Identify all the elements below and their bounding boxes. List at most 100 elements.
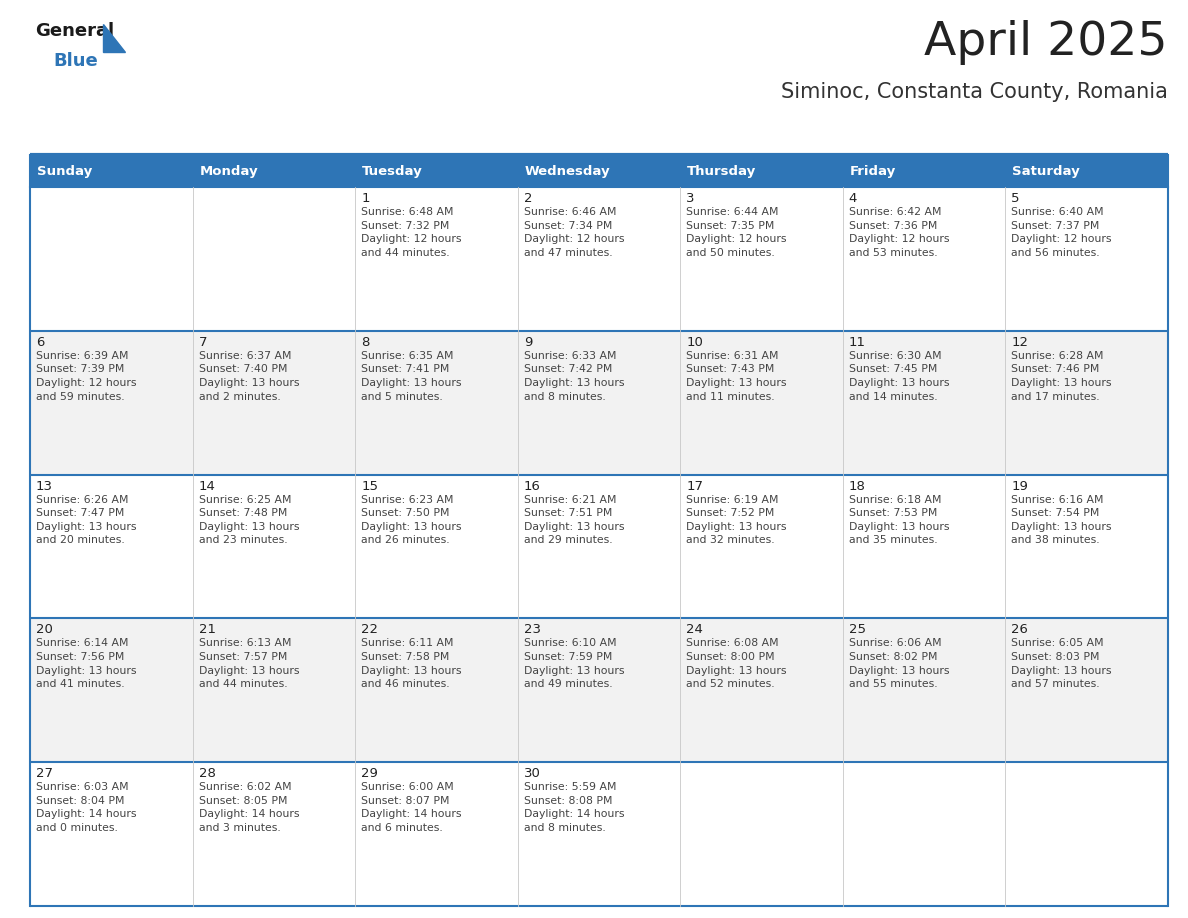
Bar [681,475,842,619]
Text: 10: 10 [687,336,703,349]
Bar [842,762,1005,906]
Bar [1005,330,1168,475]
Text: 2: 2 [524,192,532,205]
Bar [30,187,192,330]
Bar [355,619,518,762]
Bar [681,330,842,475]
Bar [355,475,518,619]
Text: Sunrise: 6:42 AM
Sunset: 7:36 PM
Daylight: 12 hours
and 53 minutes.: Sunrise: 6:42 AM Sunset: 7:36 PM Dayligh… [849,207,949,258]
Text: Sunrise: 6:06 AM
Sunset: 8:02 PM
Daylight: 13 hours
and 55 minutes.: Sunrise: 6:06 AM Sunset: 8:02 PM Dayligh… [849,638,949,689]
Text: 19: 19 [1011,479,1029,493]
Bar [842,155,1005,187]
Text: Sunrise: 6:48 AM
Sunset: 7:32 PM
Daylight: 12 hours
and 44 minutes.: Sunrise: 6:48 AM Sunset: 7:32 PM Dayligh… [361,207,462,258]
Bar [518,619,681,762]
Bar [192,187,355,330]
Text: Sunrise: 6:28 AM
Sunset: 7:46 PM
Daylight: 13 hours
and 17 minutes.: Sunrise: 6:28 AM Sunset: 7:46 PM Dayligh… [1011,351,1112,401]
Text: 14: 14 [198,479,215,493]
Bar [355,762,518,906]
Text: Sunrise: 6:19 AM
Sunset: 7:52 PM
Daylight: 13 hours
and 32 minutes.: Sunrise: 6:19 AM Sunset: 7:52 PM Dayligh… [687,495,786,545]
Bar [355,155,518,187]
Text: 20: 20 [36,623,53,636]
Bar [842,475,1005,619]
Text: 22: 22 [361,623,378,636]
Bar [518,762,681,906]
Bar [30,330,192,475]
Bar [192,762,355,906]
Text: Sunday: Sunday [37,164,93,177]
Text: Sunrise: 6:10 AM
Sunset: 7:59 PM
Daylight: 13 hours
and 49 minutes.: Sunrise: 6:10 AM Sunset: 7:59 PM Dayligh… [524,638,624,689]
Bar [518,187,681,330]
Text: Blue: Blue [53,52,97,70]
Text: 25: 25 [849,623,866,636]
Text: Siminoc, Constanta County, Romania: Siminoc, Constanta County, Romania [782,82,1168,102]
Text: Sunrise: 6:44 AM
Sunset: 7:35 PM
Daylight: 12 hours
and 50 minutes.: Sunrise: 6:44 AM Sunset: 7:35 PM Dayligh… [687,207,786,258]
Text: Sunrise: 6:37 AM
Sunset: 7:40 PM
Daylight: 13 hours
and 2 minutes.: Sunrise: 6:37 AM Sunset: 7:40 PM Dayligh… [198,351,299,401]
Bar [192,330,355,475]
Bar [842,187,1005,330]
Text: Sunrise: 6:40 AM
Sunset: 7:37 PM
Daylight: 12 hours
and 56 minutes.: Sunrise: 6:40 AM Sunset: 7:37 PM Dayligh… [1011,207,1112,258]
Text: Sunrise: 6:30 AM
Sunset: 7:45 PM
Daylight: 13 hours
and 14 minutes.: Sunrise: 6:30 AM Sunset: 7:45 PM Dayligh… [849,351,949,401]
Text: Sunrise: 6:26 AM
Sunset: 7:47 PM
Daylight: 13 hours
and 20 minutes.: Sunrise: 6:26 AM Sunset: 7:47 PM Dayligh… [36,495,137,545]
Text: Sunrise: 6:14 AM
Sunset: 7:56 PM
Daylight: 13 hours
and 41 minutes.: Sunrise: 6:14 AM Sunset: 7:56 PM Dayligh… [36,638,137,689]
Text: Sunrise: 5:59 AM
Sunset: 8:08 PM
Daylight: 14 hours
and 8 minutes.: Sunrise: 5:59 AM Sunset: 8:08 PM Dayligh… [524,782,624,833]
Text: Sunrise: 6:02 AM
Sunset: 8:05 PM
Daylight: 14 hours
and 3 minutes.: Sunrise: 6:02 AM Sunset: 8:05 PM Dayligh… [198,782,299,833]
Text: Sunrise: 6:31 AM
Sunset: 7:43 PM
Daylight: 13 hours
and 11 minutes.: Sunrise: 6:31 AM Sunset: 7:43 PM Dayligh… [687,351,786,401]
Text: Wednesday: Wednesday [525,164,611,177]
Text: Sunrise: 6:00 AM
Sunset: 8:07 PM
Daylight: 14 hours
and 6 minutes.: Sunrise: 6:00 AM Sunset: 8:07 PM Dayligh… [361,782,462,833]
Text: 21: 21 [198,623,215,636]
Text: Saturday: Saturday [1012,164,1080,177]
Text: 30: 30 [524,767,541,780]
Text: Monday: Monday [200,164,258,177]
Text: 27: 27 [36,767,53,780]
Text: 26: 26 [1011,623,1029,636]
Text: 18: 18 [849,479,866,493]
Text: Sunrise: 6:03 AM
Sunset: 8:04 PM
Daylight: 14 hours
and 0 minutes.: Sunrise: 6:03 AM Sunset: 8:04 PM Dayligh… [36,782,137,833]
Bar [30,762,192,906]
Text: 28: 28 [198,767,215,780]
Text: 29: 29 [361,767,378,780]
Text: Sunrise: 6:21 AM
Sunset: 7:51 PM
Daylight: 13 hours
and 29 minutes.: Sunrise: 6:21 AM Sunset: 7:51 PM Dayligh… [524,495,624,545]
Bar [30,155,192,187]
Text: Sunrise: 6:11 AM
Sunset: 7:58 PM
Daylight: 13 hours
and 46 minutes.: Sunrise: 6:11 AM Sunset: 7:58 PM Dayligh… [361,638,462,689]
Bar [1005,619,1168,762]
Bar [518,475,681,619]
Text: Sunrise: 6:35 AM
Sunset: 7:41 PM
Daylight: 13 hours
and 5 minutes.: Sunrise: 6:35 AM Sunset: 7:41 PM Dayligh… [361,351,462,401]
Text: 8: 8 [361,336,369,349]
Bar [1005,475,1168,619]
Polygon shape [103,24,125,52]
Text: Sunrise: 6:18 AM
Sunset: 7:53 PM
Daylight: 13 hours
and 35 minutes.: Sunrise: 6:18 AM Sunset: 7:53 PM Dayligh… [849,495,949,545]
Text: 1: 1 [361,192,369,205]
Text: Sunrise: 6:08 AM
Sunset: 8:00 PM
Daylight: 13 hours
and 52 minutes.: Sunrise: 6:08 AM Sunset: 8:00 PM Dayligh… [687,638,786,689]
Bar [1005,155,1168,187]
Text: April 2025: April 2025 [924,20,1168,65]
Text: Sunrise: 6:16 AM
Sunset: 7:54 PM
Daylight: 13 hours
and 38 minutes.: Sunrise: 6:16 AM Sunset: 7:54 PM Dayligh… [1011,495,1112,545]
Bar [681,619,842,762]
Text: 6: 6 [36,336,44,349]
Bar [681,155,842,187]
Bar [518,155,681,187]
Text: 24: 24 [687,623,703,636]
Text: Sunrise: 6:05 AM
Sunset: 8:03 PM
Daylight: 13 hours
and 57 minutes.: Sunrise: 6:05 AM Sunset: 8:03 PM Dayligh… [1011,638,1112,689]
Bar [192,619,355,762]
Text: Sunrise: 6:46 AM
Sunset: 7:34 PM
Daylight: 12 hours
and 47 minutes.: Sunrise: 6:46 AM Sunset: 7:34 PM Dayligh… [524,207,624,258]
Text: Sunrise: 6:33 AM
Sunset: 7:42 PM
Daylight: 13 hours
and 8 minutes.: Sunrise: 6:33 AM Sunset: 7:42 PM Dayligh… [524,351,624,401]
Text: Thursday: Thursday [688,164,757,177]
Text: 23: 23 [524,623,541,636]
Bar [681,187,842,330]
Text: 17: 17 [687,479,703,493]
Bar [355,187,518,330]
Bar [1005,762,1168,906]
Bar [1005,187,1168,330]
Text: General: General [34,22,114,40]
Text: 9: 9 [524,336,532,349]
Bar [192,475,355,619]
Bar [681,762,842,906]
Text: 12: 12 [1011,336,1029,349]
Text: 5: 5 [1011,192,1020,205]
Bar [30,619,192,762]
Bar [30,475,192,619]
Text: Sunrise: 6:39 AM
Sunset: 7:39 PM
Daylight: 12 hours
and 59 minutes.: Sunrise: 6:39 AM Sunset: 7:39 PM Dayligh… [36,351,137,401]
Text: 7: 7 [198,336,207,349]
Text: Sunrise: 6:13 AM
Sunset: 7:57 PM
Daylight: 13 hours
and 44 minutes.: Sunrise: 6:13 AM Sunset: 7:57 PM Dayligh… [198,638,299,689]
Text: 11: 11 [849,336,866,349]
